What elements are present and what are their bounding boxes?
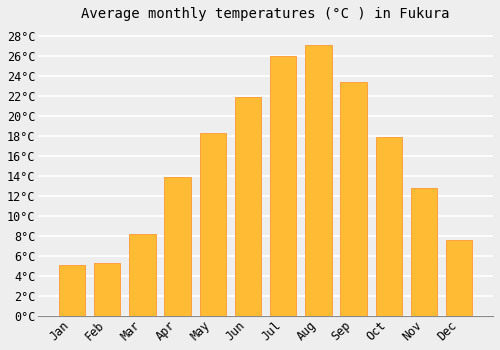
Bar bbox=[340, 82, 367, 316]
Bar bbox=[235, 97, 261, 316]
Bar bbox=[305, 45, 332, 316]
Title: Average monthly temperatures (°C ) in Fukura: Average monthly temperatures (°C ) in Fu… bbox=[82, 7, 450, 21]
Bar bbox=[200, 133, 226, 316]
Bar bbox=[376, 137, 402, 316]
Bar bbox=[446, 240, 472, 316]
Bar bbox=[164, 177, 191, 316]
Bar bbox=[270, 56, 296, 316]
Bar bbox=[94, 263, 120, 316]
Bar bbox=[59, 265, 86, 316]
Bar bbox=[130, 234, 156, 316]
Bar bbox=[411, 188, 437, 316]
